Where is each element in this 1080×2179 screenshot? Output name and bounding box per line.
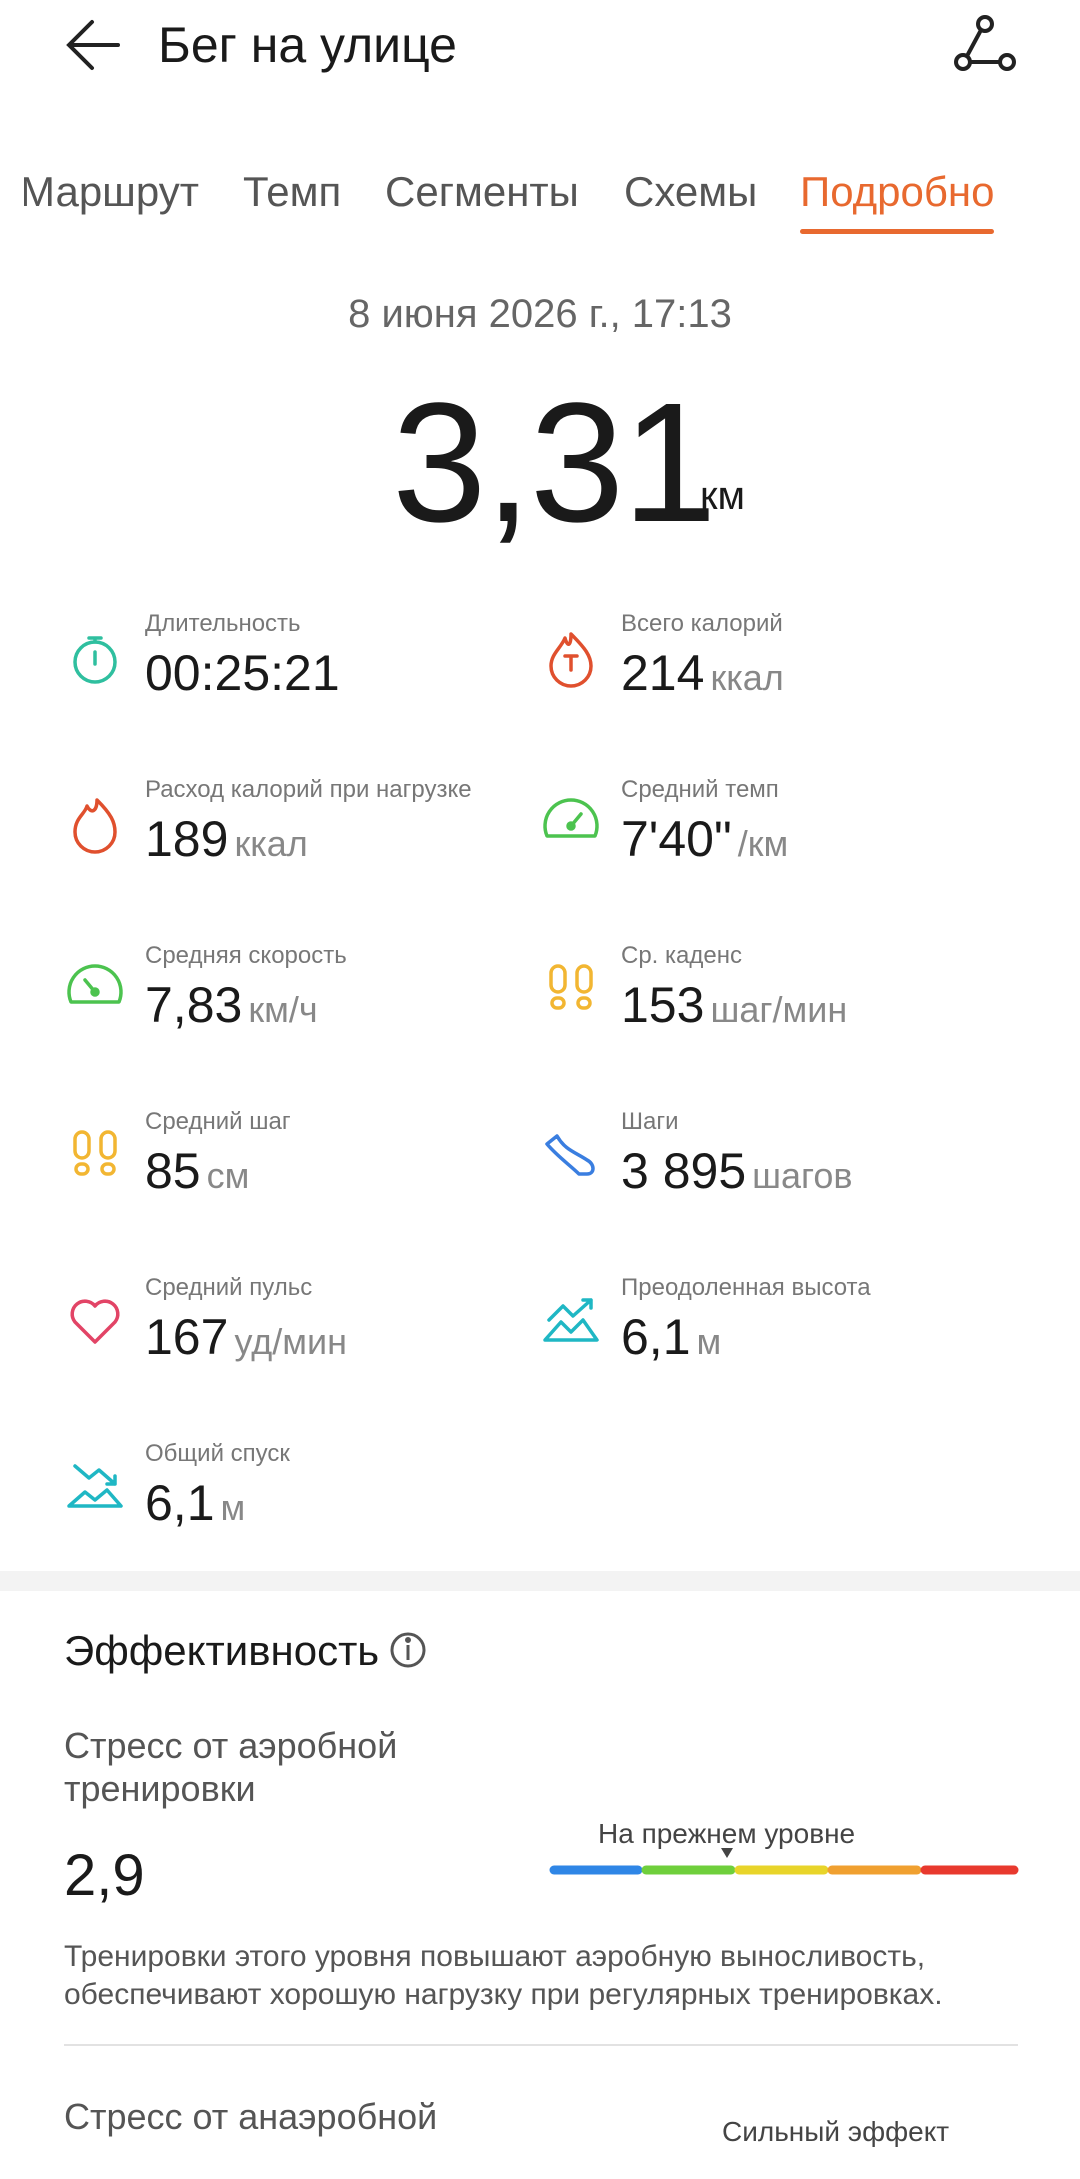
metric-value: 7,83 — [145, 977, 243, 1033]
workout-date: 8 июня 2026 г., 17:13 — [348, 292, 732, 336]
aerobic-title: Стресс от аэробной — [64, 1725, 398, 1766]
metric-value: 153 — [621, 977, 705, 1033]
metric-value: 167 — [145, 1309, 229, 1365]
anaerobic-level: Сильный эффект — [722, 2116, 950, 2147]
aerobic-title: тренировки — [64, 1768, 256, 1809]
metric-unit: км/ч — [248, 989, 318, 1030]
metric-unit: м — [220, 1487, 246, 1528]
route-button[interactable] — [954, 15, 1016, 71]
metric-value-row: 6,1 м — [621, 1308, 721, 1366]
metric-icon — [549, 964, 593, 1010]
metric-unit: /км — [737, 823, 789, 864]
aerobic-description: обеспечивают хорошую нагрузку при регуля… — [64, 1978, 943, 2011]
metric-value: 00:25:21 — [145, 645, 340, 701]
distance-unit: км — [700, 474, 745, 518]
info-icon[interactable] — [390, 1632, 426, 1668]
metric-icon — [73, 636, 117, 684]
metric-icon — [73, 798, 117, 854]
tab[interactable]: Темп — [243, 168, 342, 215]
metric-unit: см — [206, 1155, 250, 1196]
metric-value-row: 189 ккал — [145, 810, 308, 868]
tab[interactable]: Сегменты — [385, 168, 579, 215]
metric-value: 6,1 — [145, 1475, 215, 1531]
aerobic-value: 2,9 — [64, 1843, 145, 1908]
metric-label: Всего калорий — [621, 610, 783, 637]
metric-label: Средняя скорость — [145, 942, 347, 969]
metric-value-row: 167 уд/мин — [145, 1308, 347, 1366]
tab[interactable]: Схемы — [624, 168, 758, 215]
metric-value: 189 — [145, 811, 229, 867]
distance: 3,31 — [392, 368, 717, 558]
metric-value: 85 — [145, 1143, 201, 1199]
metric-value-row: 153 шаг/мин — [621, 976, 847, 1034]
metric-label: Расход калорий при нагрузке — [145, 776, 472, 803]
tab[interactable]: Маршрут — [20, 168, 199, 215]
metric-value-row: 85 см — [145, 1142, 249, 1200]
aerobic-description: Тренировки этого уровня повышают аэробну… — [64, 1940, 926, 1973]
tab[interactable]: Подробно — [800, 168, 995, 215]
metric-label: Преодоленная высота — [621, 1274, 871, 1301]
metric-icon — [73, 1130, 117, 1176]
metric-label: Средний шаг — [145, 1108, 291, 1135]
metric-value-row: 7,83 км/ч — [145, 976, 318, 1034]
metric-value-row: 7'40"/км — [621, 810, 788, 868]
metric-value-row: 00:25:21 — [145, 644, 340, 702]
metric-value: 7'40" — [621, 811, 732, 867]
metric-unit: ккал — [234, 823, 308, 864]
section-title: Эффективность — [64, 1627, 380, 1674]
metric-unit: ккал — [710, 657, 784, 698]
back-button[interactable] — [66, 20, 120, 70]
metric-icon — [545, 1134, 595, 1176]
metric-label: Средний пульс — [145, 1274, 313, 1301]
metric-value-row: 3 895 шагов — [621, 1142, 853, 1200]
metric-value-row: 6,1 м — [145, 1474, 245, 1532]
metric-label: Ср. каденс — [621, 942, 742, 969]
metric-label: Средний темп — [621, 776, 779, 803]
metric-unit: шаг/мин — [710, 989, 848, 1030]
tab-indicator — [800, 229, 994, 234]
metric-icon — [543, 798, 599, 838]
metric-value-row: 214 ккал — [621, 644, 784, 702]
aerobic-scale — [549, 1848, 1019, 1875]
metric-icon — [67, 1464, 123, 1508]
metric-value: 3 895 — [621, 1143, 747, 1199]
metric-value: 214 — [621, 645, 705, 701]
aerobic-level: На прежнем уровне — [598, 1818, 856, 1849]
metric-unit: уд/мин — [234, 1321, 347, 1362]
metric-label: Шаги — [621, 1108, 679, 1135]
metric-icon — [70, 1299, 120, 1344]
metric-unit: шагов — [752, 1155, 853, 1196]
metric-label: Длительность — [145, 610, 301, 637]
metric-label: Общий спуск — [145, 1440, 290, 1467]
metric-icon — [549, 632, 593, 688]
section-separator — [0, 1571, 1080, 1591]
metric-unit: м — [696, 1321, 722, 1362]
screen-title: Бег на улице — [158, 17, 457, 73]
metric-value: 6,1 — [621, 1309, 691, 1365]
anaerobic-title: Стресс от анаэробной — [64, 2096, 438, 2137]
metric-icon — [543, 1298, 599, 1342]
metric-icon — [67, 964, 123, 1004]
